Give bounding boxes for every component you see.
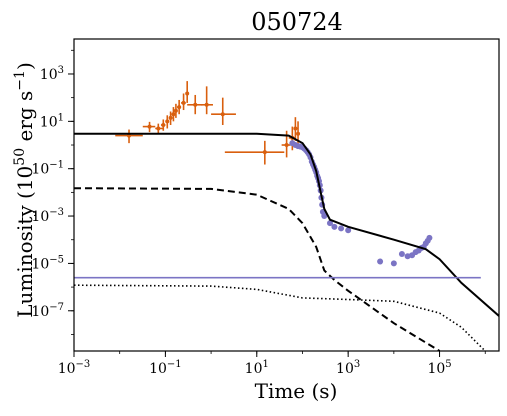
data-point-dot bbox=[338, 225, 345, 232]
errorbar-center bbox=[293, 126, 298, 131]
data-point-errorbar bbox=[165, 115, 170, 129]
data-point-dot bbox=[398, 250, 405, 257]
x-tick-base: 10 bbox=[336, 361, 354, 377]
x-tick-exponent: 3 bbox=[354, 359, 360, 370]
y-tick-base: 10 bbox=[31, 162, 49, 178]
data-point-errorbar bbox=[142, 121, 156, 133]
y-tick-base: 10 bbox=[31, 304, 49, 320]
errorbar-center bbox=[185, 91, 190, 96]
y-axis-label: Luminosity (1050 erg s−1) bbox=[12, 62, 37, 318]
y-tick-label: 10−7 bbox=[31, 302, 64, 320]
errorbar-center bbox=[193, 102, 198, 107]
x-tick-label: 101 bbox=[245, 359, 269, 377]
y-tick-label: 103 bbox=[40, 65, 64, 83]
y-tick-base: 10 bbox=[40, 114, 58, 130]
x-tick-exponent: −3 bbox=[76, 359, 91, 370]
data-point-errorbar bbox=[171, 107, 176, 122]
data-point-errorbar bbox=[155, 123, 164, 134]
y-tick-exponent: 1 bbox=[58, 112, 64, 123]
data-point-errorbar bbox=[160, 119, 166, 131]
plot-frame bbox=[73, 38, 500, 352]
x-tick-label: 10−3 bbox=[58, 359, 91, 377]
y-axis-label-unit-exponent: −1 bbox=[12, 70, 28, 91]
data-point-errorbar bbox=[200, 86, 213, 115]
data-point-dot bbox=[390, 260, 397, 267]
y-tick-base: 10 bbox=[31, 256, 49, 272]
data-point-errorbar bbox=[168, 111, 173, 126]
x-tick-exponent: −1 bbox=[167, 359, 182, 370]
errorbar-center bbox=[181, 100, 186, 105]
y-axis-label-exponent: 50 bbox=[12, 148, 28, 166]
y-tick-label: 101 bbox=[40, 112, 64, 130]
y-tick-label: 10−3 bbox=[31, 207, 64, 225]
errorbar-center bbox=[173, 108, 178, 113]
errorbar-center bbox=[296, 131, 301, 136]
errorbar-center bbox=[156, 126, 161, 131]
errorbar-center bbox=[171, 112, 176, 117]
y-axis-label-main: Luminosity (10 bbox=[13, 166, 37, 318]
errorbar-center bbox=[262, 150, 267, 155]
data-point-dot bbox=[321, 213, 328, 220]
data-point-errorbar bbox=[177, 99, 182, 115]
data-point-errorbar bbox=[296, 121, 301, 148]
data-point-dot bbox=[331, 223, 338, 230]
data-point-errorbar bbox=[181, 93, 186, 111]
data-point-dot bbox=[426, 234, 433, 241]
errorbar-center bbox=[161, 123, 166, 128]
y-tick-exponent: −7 bbox=[49, 302, 64, 313]
x-tick-base: 10 bbox=[149, 361, 167, 377]
y-tick-base: 10 bbox=[31, 209, 49, 225]
y-tick-exponent: 3 bbox=[58, 65, 64, 76]
model-curve-dashed bbox=[74, 187, 441, 351]
chart-title: 050724 bbox=[251, 8, 343, 36]
x-tick-exponent: 5 bbox=[445, 359, 451, 370]
y-tick-label: 10−5 bbox=[31, 254, 64, 272]
x-tick-label: 10−1 bbox=[149, 359, 182, 377]
data-point-errorbar bbox=[211, 97, 236, 126]
data-point-dot bbox=[326, 220, 333, 227]
y-tick-label: 10−1 bbox=[31, 160, 64, 178]
data-point-errorbar bbox=[293, 117, 298, 141]
y-axis-label-unit: erg s bbox=[13, 91, 37, 148]
x-tick-base: 10 bbox=[427, 361, 445, 377]
errorbar-center bbox=[177, 105, 182, 110]
x-tick-exponent: 1 bbox=[263, 359, 269, 370]
x-tick-base: 10 bbox=[245, 361, 263, 377]
y-tick-base: 10 bbox=[40, 67, 58, 83]
data-point-dot bbox=[377, 258, 384, 265]
plot-layer bbox=[74, 81, 499, 351]
model-curve-dotted bbox=[74, 284, 486, 351]
data-point-dot bbox=[345, 227, 352, 234]
y-tick-exponent: −3 bbox=[49, 207, 64, 218]
x-tick-base: 10 bbox=[58, 361, 76, 377]
y-tick-exponent: −5 bbox=[49, 254, 64, 265]
data-point-errorbar bbox=[173, 103, 178, 118]
x-tick-label: 105 bbox=[427, 359, 451, 377]
errorbar-center bbox=[165, 119, 170, 124]
data-point-errorbar bbox=[185, 81, 190, 103]
y-axis-label-close: ) bbox=[13, 62, 37, 70]
errorbar-center bbox=[284, 143, 289, 148]
data-point-errorbar bbox=[187, 94, 203, 115]
x-tick-label: 103 bbox=[336, 359, 360, 377]
errorbar-center bbox=[204, 102, 209, 107]
data-point-errorbar bbox=[115, 129, 143, 144]
errorbar-center bbox=[220, 112, 225, 117]
model-curve-solid bbox=[74, 132, 499, 317]
data-point-errorbar bbox=[224, 140, 285, 165]
errorbar-center bbox=[168, 115, 173, 120]
y-tick-exponent: −1 bbox=[49, 160, 64, 171]
x-axis-label: Time (s) bbox=[255, 379, 338, 403]
errorbar-center bbox=[147, 124, 152, 129]
